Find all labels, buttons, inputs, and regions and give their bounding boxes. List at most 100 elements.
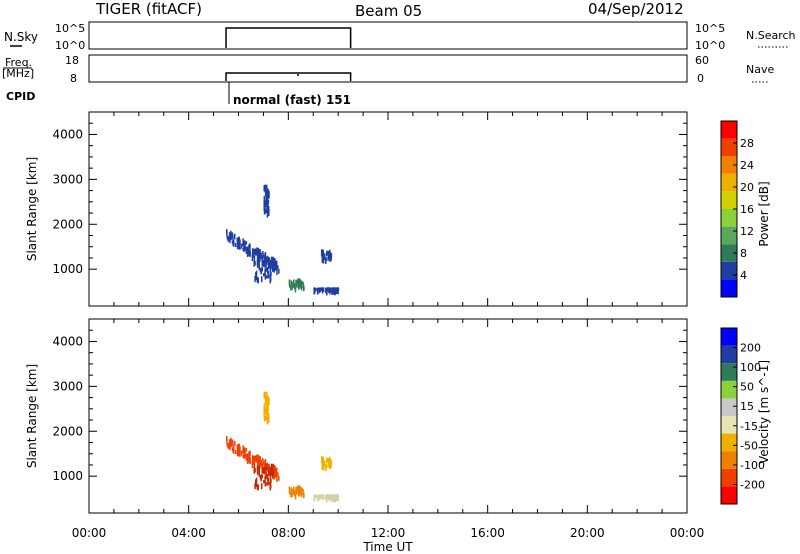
- colorbar-tick-label: 100: [740, 361, 761, 374]
- power-panel: 1000 2000 3000 4000 Slant Range [km] 4 8 12 16…: [25, 111, 771, 307]
- data-point: [254, 276, 256, 283]
- data-point: [301, 280, 303, 285]
- data-point: [270, 466, 273, 471]
- data-point: [262, 250, 264, 255]
- data-point: [265, 391, 268, 396]
- colorbar-segment: [721, 279, 737, 297]
- data-point: [263, 480, 265, 484]
- data-point: [261, 464, 263, 472]
- data-point: [319, 287, 322, 293]
- data-point: [243, 451, 245, 459]
- data-point: [320, 494, 323, 498]
- data-point: [266, 410, 269, 416]
- data-point: [263, 402, 266, 411]
- data-point: [292, 488, 295, 494]
- nsky-tick-top: 10^5: [55, 22, 85, 35]
- data-point: [266, 192, 269, 199]
- data-point: [288, 486, 291, 493]
- data-point: [317, 494, 319, 499]
- data-point: [289, 284, 291, 288]
- data-point: [337, 287, 340, 291]
- y-tick-label: 3000: [52, 379, 83, 393]
- data-point: [329, 255, 331, 262]
- data-point: [322, 464, 325, 471]
- data-point: [264, 407, 266, 413]
- nsky-trace: [225, 27, 352, 48]
- data-point: [270, 463, 273, 469]
- data-point: [266, 482, 268, 486]
- data-point: [254, 260, 256, 266]
- data-point: [330, 287, 332, 293]
- data-point: [277, 472, 279, 476]
- data-point: [257, 462, 259, 467]
- data-point: [271, 258, 274, 263]
- colorbar-tick-label: 50: [740, 381, 754, 394]
- data-point: [334, 287, 337, 293]
- data-point: [327, 464, 329, 468]
- data-point: [246, 457, 249, 464]
- data-point: [298, 485, 301, 493]
- colorbar-tick-label: 16: [740, 203, 754, 216]
- data-point: [253, 462, 256, 467]
- data-point: [326, 457, 328, 463]
- data-point: [321, 494, 324, 501]
- data-point: [251, 253, 254, 262]
- data-point: [253, 466, 255, 474]
- data-point: [247, 457, 250, 462]
- data-point: [335, 287, 338, 294]
- data-point: [322, 287, 325, 291]
- data-point: [245, 448, 248, 452]
- data-point: [262, 260, 265, 267]
- nsky-label: N.Sky: [4, 30, 38, 44]
- data-point: [245, 246, 248, 254]
- colorbar-tick-label: 15: [740, 400, 754, 413]
- colorbar-segment: [721, 209, 737, 227]
- data-point: [314, 494, 316, 501]
- data-point: [332, 494, 334, 502]
- nave-tick-top: 60: [695, 54, 709, 67]
- data-point: [330, 494, 332, 500]
- data-point: [269, 466, 272, 474]
- data-point: [291, 284, 293, 291]
- data-point: [276, 268, 278, 275]
- data-point: [276, 475, 278, 482]
- data-point: [276, 469, 278, 476]
- data-point: [334, 494, 337, 500]
- data-point: [298, 278, 301, 286]
- data-point: [265, 265, 267, 272]
- data-point: [243, 244, 245, 252]
- nave-label: Nave: [746, 63, 774, 76]
- data-point: [272, 464, 274, 473]
- data-point: [264, 474, 267, 480]
- data-point: [266, 187, 268, 196]
- data-point: [300, 281, 302, 287]
- data-point: [267, 205, 270, 212]
- data-point: [232, 442, 234, 446]
- data-point: [226, 229, 228, 234]
- data-point: [267, 270, 270, 279]
- data-point: [322, 250, 325, 256]
- data-point: [267, 395, 269, 399]
- data-point: [265, 463, 268, 471]
- data-point: [257, 456, 259, 465]
- data-point: [332, 287, 334, 295]
- data-point: [330, 253, 333, 257]
- data-point: [331, 494, 333, 503]
- data-point: [242, 238, 244, 247]
- data-point: [335, 494, 338, 501]
- data-point: [242, 248, 244, 252]
- x-tick-label: 20:00: [570, 526, 605, 540]
- data-point: [267, 199, 270, 205]
- data-point: [260, 252, 263, 260]
- data-point: [267, 263, 270, 269]
- data-point: [291, 488, 293, 495]
- power-ylabel: Slant Range [km]: [25, 157, 39, 261]
- data-point: [255, 456, 258, 461]
- date-title: 04/Sep/2012: [588, 0, 684, 18]
- data-point: [258, 471, 261, 478]
- data-point: [264, 184, 266, 193]
- data-point: [326, 250, 328, 256]
- data-point: [266, 473, 269, 482]
- data-point: [294, 493, 297, 500]
- data-point: [249, 243, 251, 250]
